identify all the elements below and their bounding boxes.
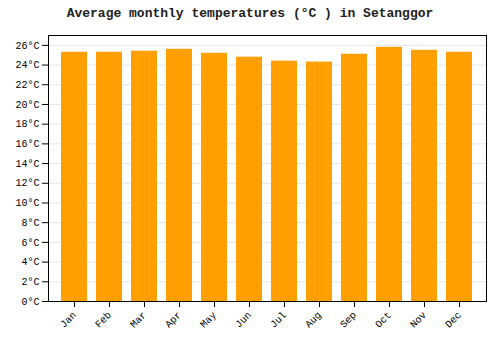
- svg-text:Nov: Nov: [408, 310, 429, 331]
- svg-text:Jan: Jan: [58, 310, 79, 331]
- svg-text:6°C: 6°C: [21, 238, 39, 249]
- svg-text:18°C: 18°C: [15, 119, 39, 130]
- svg-text:Apr: Apr: [163, 310, 184, 331]
- svg-text:May: May: [198, 310, 219, 331]
- svg-text:26°C: 26°C: [15, 41, 39, 52]
- svg-text:16°C: 16°C: [15, 139, 39, 150]
- svg-text:Oct: Oct: [373, 310, 394, 331]
- svg-text:12°C: 12°C: [15, 178, 39, 189]
- svg-text:20°C: 20°C: [15, 100, 39, 111]
- svg-text:24°C: 24°C: [15, 60, 39, 71]
- svg-text:8°C: 8°C: [21, 218, 39, 229]
- svg-text:14°C: 14°C: [15, 159, 39, 170]
- svg-text:10°C: 10°C: [15, 198, 39, 209]
- svg-text:Feb: Feb: [93, 310, 114, 331]
- svg-text:Jun: Jun: [233, 310, 254, 331]
- svg-text:Sep: Sep: [338, 310, 359, 331]
- svg-text:4°C: 4°C: [21, 257, 39, 268]
- svg-text:Aug: Aug: [303, 310, 324, 331]
- html-text:Average monthly temperatures (: Average monthly temperatures (°C ) in Se…: [66, 6, 434, 21]
- svg-text:Mar: Mar: [128, 310, 149, 331]
- svg-text:2°C: 2°C: [21, 277, 39, 288]
- svg-text:Dec: Dec: [443, 310, 464, 331]
- svg-text:22°C: 22°C: [15, 80, 39, 91]
- svg-text:Jul: Jul: [268, 310, 289, 331]
- svg-text:0°C: 0°C: [21, 297, 39, 308]
